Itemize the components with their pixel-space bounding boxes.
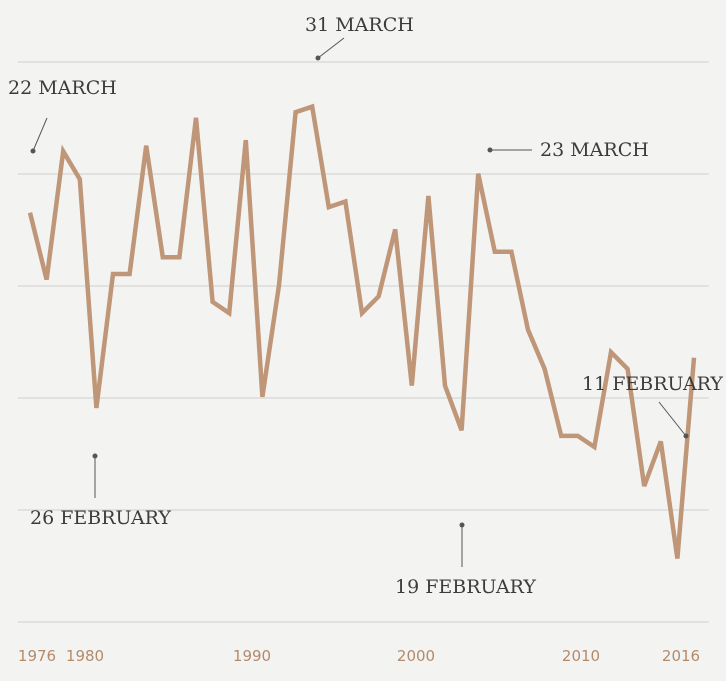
annotation-label: 11 FEBRUARY (582, 373, 723, 395)
x-tick-label: 1976 (18, 647, 56, 665)
annotation-label: 31 MARCH (305, 14, 414, 36)
annotation-11-february: 11 FEBRUARY (582, 373, 723, 439)
x-tick-label: 1980 (66, 647, 104, 665)
annotation-dot (683, 433, 689, 439)
annotation-label: 22 MARCH (8, 77, 117, 99)
annotation-dot (30, 148, 36, 154)
annotation-dot (315, 55, 321, 61)
annotation-22-march: 22 MARCH (8, 77, 117, 154)
annotation-dot (487, 147, 493, 153)
x-axis-ticks: 1976 1980 1990 2000 2010 2016 (18, 647, 700, 665)
annotation-31-march: 31 MARCH (305, 14, 414, 61)
annotation-dot (92, 453, 98, 459)
x-tick-label: 2016 (662, 647, 700, 665)
x-tick-label: 2000 (397, 647, 435, 665)
annotation-label: 23 MARCH (540, 139, 649, 161)
x-tick-label: 1990 (233, 647, 271, 665)
annotation-26-february: 26 FEBRUARY (30, 453, 171, 529)
x-tick-label: 2010 (562, 647, 600, 665)
annotation-leader (317, 37, 345, 59)
annotation-label: 19 FEBRUARY (395, 576, 536, 598)
annotation-label: 26 FEBRUARY (30, 507, 171, 529)
annotation-leader (658, 401, 687, 437)
annotation-19-february: 19 FEBRUARY (395, 522, 536, 598)
grid-lines (18, 61, 709, 623)
annotation-23-march: 23 MARCH (487, 139, 649, 161)
annotation-dot (459, 522, 465, 528)
annotation-leader (32, 117, 48, 152)
series-line (27, 103, 697, 559)
